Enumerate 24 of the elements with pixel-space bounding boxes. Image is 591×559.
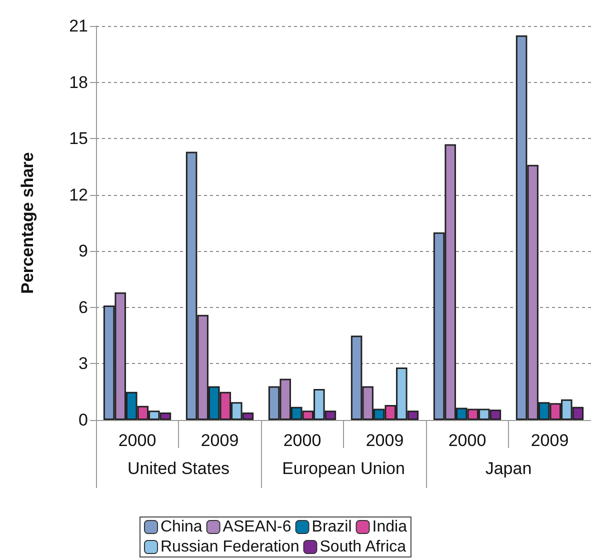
legend-label: China: [160, 518, 202, 536]
y-tick-label: 18: [69, 72, 88, 92]
y-tick-label: 12: [69, 185, 88, 204]
y-tick-label: 6: [78, 298, 88, 317]
text: Japan: [485, 459, 532, 478]
x-tick-label: 2009: [366, 431, 404, 450]
text: European Union: [282, 459, 405, 478]
y-tick-label: 21: [69, 16, 88, 36]
x-tick-label: 2009: [530, 431, 569, 450]
y-tick-label: 3: [78, 354, 88, 374]
y-tick-label: 15: [69, 129, 88, 148]
y-axis-title: Percentage share: [18, 152, 37, 294]
x-tick-label: 2000: [283, 431, 322, 450]
x-tick-label: 2000: [448, 431, 486, 450]
legend-label: Brazil: [312, 518, 352, 536]
legend-label: South Africa: [320, 538, 406, 556]
legend-label: Russian Federation: [160, 538, 300, 556]
x-tick-label: 2009: [200, 431, 239, 450]
text: United States: [127, 459, 230, 478]
y-tick-label: 0: [78, 410, 88, 430]
x-tick-label: 2000: [118, 431, 156, 450]
legend-label: ASEAN-6: [222, 518, 292, 536]
legend-label: India: [372, 518, 408, 536]
y-tick-label: 9: [78, 242, 88, 261]
